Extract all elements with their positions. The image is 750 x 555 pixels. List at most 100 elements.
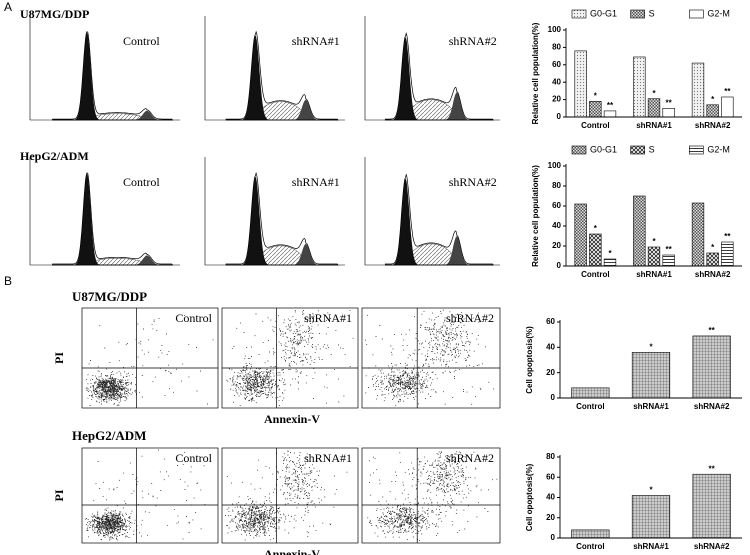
y-tick-label: 80 xyxy=(552,43,561,52)
legend-swatch xyxy=(630,9,645,19)
y-axis-label: PI xyxy=(52,489,66,501)
bar xyxy=(571,529,610,539)
bar xyxy=(603,110,617,118)
legend-label: G0-G1 xyxy=(590,144,617,154)
y-tick-label: 80 xyxy=(552,181,561,190)
x-tick-label: shRNA#1 xyxy=(636,270,672,279)
significance-label: ** xyxy=(709,326,716,335)
y-tick-label: 20 xyxy=(552,241,561,250)
plot-title: Control xyxy=(123,175,160,189)
hist-axes xyxy=(364,157,500,266)
y-tick-label: 60 xyxy=(546,472,555,481)
significance-label: * xyxy=(649,486,653,495)
bar xyxy=(721,96,734,118)
bar xyxy=(706,252,719,267)
significance-label: ** xyxy=(709,464,716,473)
y-tick-label: 20 xyxy=(546,513,555,522)
y-axis-label: Cell opoptosis(%) xyxy=(525,326,534,394)
hist-g1-peak xyxy=(52,173,173,265)
y-tick-label: 60 xyxy=(546,317,555,326)
hist-outline xyxy=(225,30,339,121)
plot-title: Control xyxy=(175,451,212,465)
axes xyxy=(565,164,742,267)
legend-swatch xyxy=(571,9,587,19)
bar xyxy=(662,108,675,118)
legend-label: S xyxy=(649,144,655,154)
y-tick-label: 40 xyxy=(552,221,561,230)
bar xyxy=(647,246,661,267)
cell-line-label: U87MG/DDP xyxy=(20,7,89,21)
quadrant-lines xyxy=(362,308,500,408)
hist-g1-peak xyxy=(52,32,173,120)
hist-g1-peak xyxy=(385,178,494,265)
plot-title: shRNA#2 xyxy=(446,311,494,325)
bar xyxy=(691,62,705,118)
plot-title: shRNA#1 xyxy=(292,175,340,189)
hist-outline xyxy=(225,171,339,266)
bar xyxy=(631,352,671,399)
bar xyxy=(633,56,646,118)
x-axis-label: Annexin-V xyxy=(264,547,320,555)
axes xyxy=(559,455,742,539)
plot-title: shRNA#1 xyxy=(304,311,352,325)
plot-frame xyxy=(81,447,219,544)
y-tick-label: 0 xyxy=(557,112,562,121)
significance-label: * xyxy=(608,249,612,258)
x-tick-label: Control xyxy=(581,121,609,130)
y-tick-label: 100 xyxy=(548,161,562,170)
significance-label: * xyxy=(711,243,715,252)
plot-title: shRNA#2 xyxy=(449,34,497,48)
legend-swatch xyxy=(689,9,704,19)
y-tick-label: 0 xyxy=(557,261,562,270)
hist-axes xyxy=(204,157,345,266)
scatter-dots xyxy=(85,315,214,406)
significance-label: * xyxy=(594,91,598,100)
significance-label: * xyxy=(594,224,598,233)
hist-g1-peak xyxy=(385,37,494,121)
significance-label: * xyxy=(649,343,653,352)
bar xyxy=(662,254,675,267)
scatter-dots xyxy=(367,451,498,542)
x-tick-label: shRNA#1 xyxy=(633,402,669,411)
plot-title: Control xyxy=(175,311,212,325)
y-axis-label: PI xyxy=(52,352,66,364)
quadrant-lines xyxy=(362,448,500,543)
hist-outline xyxy=(52,172,174,266)
legend-swatch xyxy=(689,145,704,155)
significance-label: ** xyxy=(666,98,673,107)
bar xyxy=(574,50,587,118)
x-tick-label: Control xyxy=(576,542,604,551)
bar xyxy=(631,495,671,539)
x-tick-label: shRNA#2 xyxy=(695,121,731,130)
bar xyxy=(571,387,610,399)
hist-g2-peak xyxy=(226,99,338,120)
legend-swatch xyxy=(630,145,645,155)
scatter-dots xyxy=(365,309,495,407)
bar xyxy=(633,195,646,267)
x-tick-label: shRNA#1 xyxy=(636,121,672,130)
y-axis-label: Relative cell population(%) xyxy=(531,165,540,267)
hist-g2-peak xyxy=(52,255,173,265)
y-axis-label: Cell opoptosis(%) xyxy=(525,463,534,531)
bar xyxy=(691,202,705,267)
y-tick-label: 60 xyxy=(552,60,561,69)
plot-frame xyxy=(361,447,501,544)
hist-axes xyxy=(29,157,180,266)
legend-label: G0-G1 xyxy=(590,8,617,18)
plot-title: shRNA#2 xyxy=(446,451,494,465)
quadrant-lines xyxy=(82,308,218,408)
hist-g2-peak xyxy=(52,110,173,120)
hist-outline xyxy=(384,32,494,121)
hist-g1-peak xyxy=(226,176,338,265)
cell-line-label: HepG2/ADM xyxy=(20,149,89,163)
x-tick-label: shRNA#2 xyxy=(694,542,730,551)
panel-label: A xyxy=(4,0,12,14)
x-axis-label: Annexin-V xyxy=(264,412,320,426)
y-tick-label: 20 xyxy=(546,368,555,377)
cell-line-label: U87MG/DDP xyxy=(72,289,147,304)
y-tick-label: 40 xyxy=(552,77,561,86)
quadrant-lines xyxy=(82,448,218,543)
plot-title: shRNA#2 xyxy=(449,175,497,189)
hist-s-phase xyxy=(226,101,338,121)
